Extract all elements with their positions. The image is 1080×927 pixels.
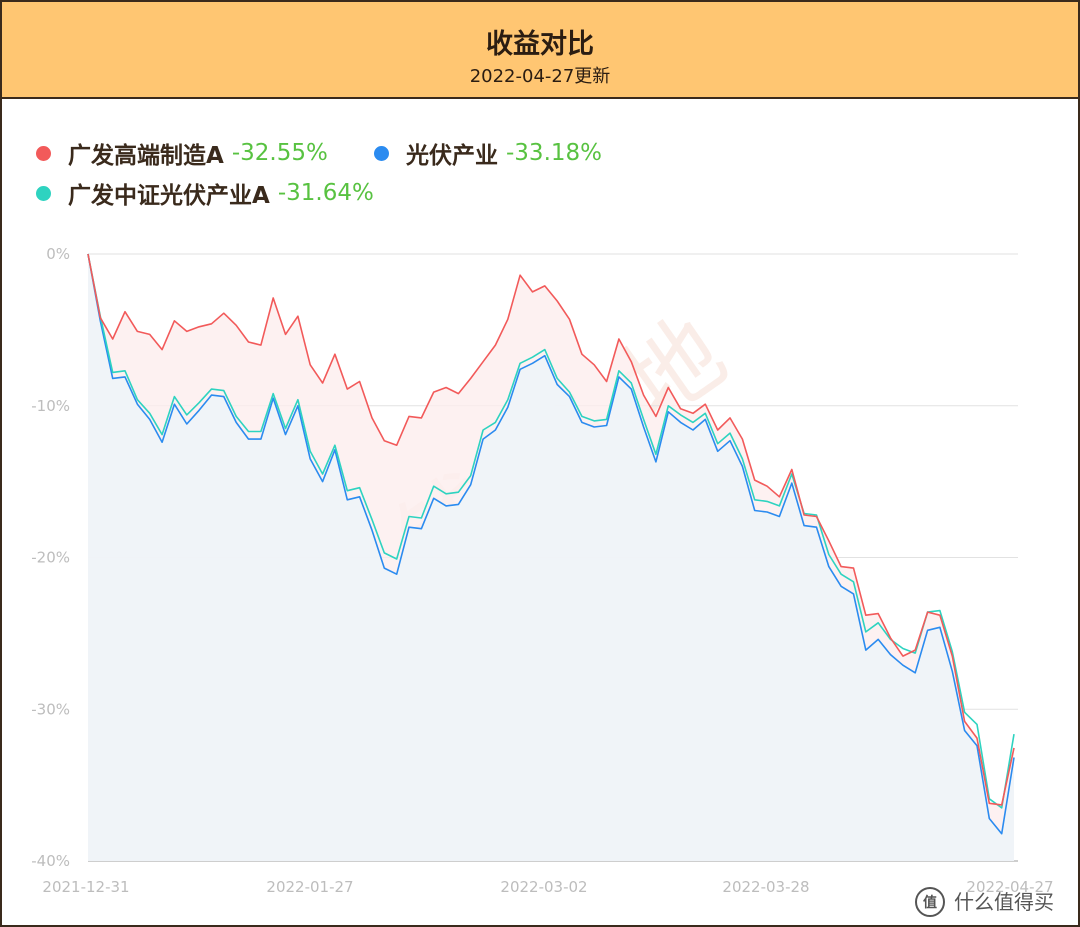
series-lines bbox=[87, 253, 1015, 835]
y-tick-label: 0% bbox=[46, 245, 70, 263]
y-tick-label: -40% bbox=[31, 852, 70, 870]
x-tick-label: 2022-03-28 bbox=[722, 878, 809, 896]
y-tick-label: -30% bbox=[31, 700, 70, 718]
area-fills bbox=[88, 254, 1014, 861]
legend-series-name: 广发中证光伏产业A bbox=[68, 183, 270, 209]
blue-area-fill bbox=[88, 254, 1014, 861]
x-tick-label: 2022-04-27 bbox=[966, 878, 1053, 896]
legend-series-pct: -32.55% bbox=[231, 140, 328, 166]
legend-series-pct: -33.18% bbox=[506, 140, 602, 166]
x-tick-label: 2022-03-02 bbox=[500, 878, 587, 896]
series-line-2 bbox=[87, 253, 1015, 809]
teal-dot-icon bbox=[36, 185, 51, 201]
y-axis: 0% -10% -20% -30% -40% bbox=[31, 245, 70, 870]
y-tick-label: -20% bbox=[31, 549, 70, 567]
legend-item-gaoduan[interactable]: 广发高端制造A -32.55% bbox=[36, 136, 328, 170]
update-date: 2022-04-27更新 bbox=[469, 66, 611, 87]
blue-dot-icon bbox=[374, 145, 389, 161]
series-line-0 bbox=[87, 253, 1015, 806]
logo-text: 什么值得买 bbox=[954, 890, 1054, 914]
logo-circle-icon bbox=[915, 887, 945, 917]
page-title: 收益对比 bbox=[486, 29, 594, 60]
header: 收益对比 2022-04-27更新 bbox=[2, 2, 1078, 99]
legend-item-zhongzheng[interactable]: 广发中证光伏产业A -31.64% bbox=[36, 176, 374, 210]
x-axis: 2021-12-31 2022-01-27 2022-03-02 2022-03-28… bbox=[42, 878, 1053, 896]
legend-series-pct: -31.64% bbox=[277, 180, 374, 206]
logo-glyph: 值 bbox=[923, 894, 937, 911]
red-dot-icon bbox=[36, 145, 51, 161]
series-line-1 bbox=[87, 253, 1015, 835]
y-tick-label: -10% bbox=[31, 397, 70, 415]
x-tick-label: 2021-12-31 bbox=[42, 878, 129, 896]
legend-series-name: 光伏产业 bbox=[406, 143, 498, 169]
legend-item-guangfu[interactable]: 光伏产业 -33.18% bbox=[374, 136, 602, 170]
smzdm-logo: 值什么值得买 bbox=[915, 887, 1054, 917]
legend-series-name: 广发高端制造A bbox=[68, 143, 224, 169]
x-tick-label: 2022-01-27 bbox=[266, 878, 353, 896]
